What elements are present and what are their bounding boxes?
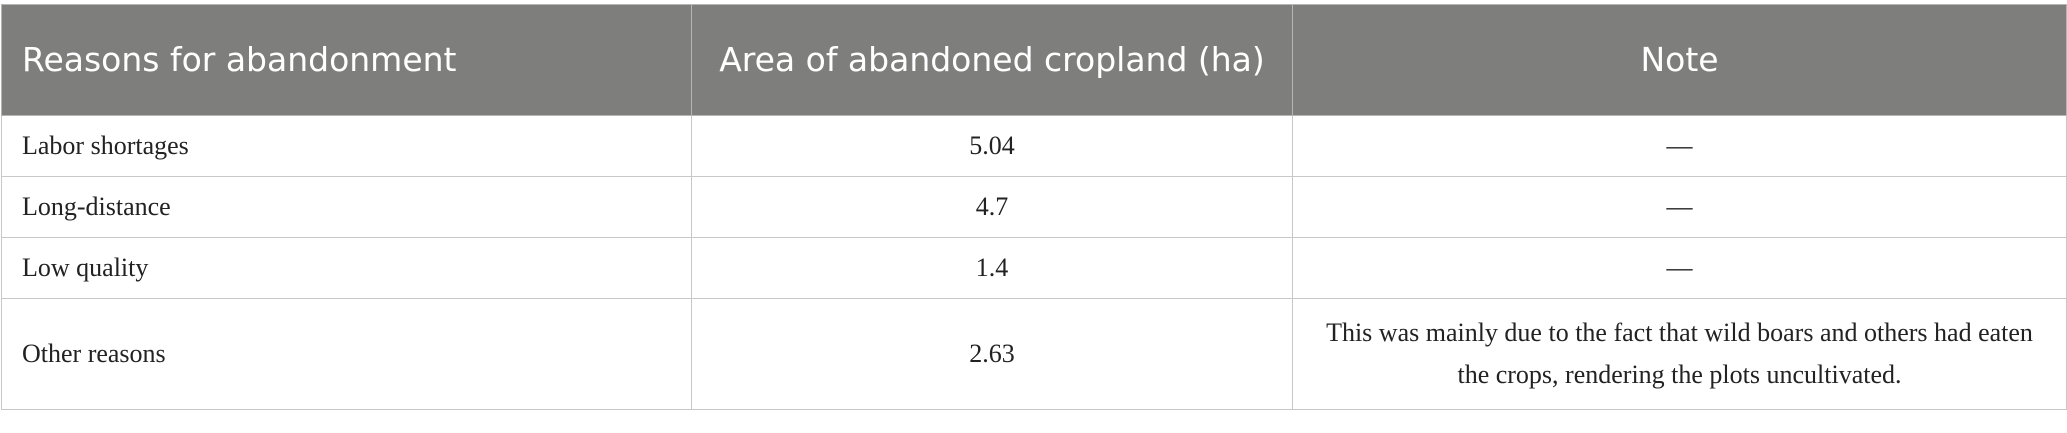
table-cell: 4.7 <box>691 176 1293 238</box>
header-cell: Area of abandoned cropland (ha) <box>691 4 1293 116</box>
table-row: Labor shortages 5.04— <box>1 115 2067 177</box>
table-row: Other reasons 2.63 This was mainly due to … <box>1 298 2067 410</box>
header-row: Reasons for abandonment Area of abandoned… <box>1 4 2067 116</box>
table-cell: Labor shortages <box>1 115 692 177</box>
data-table: Reasons for abandonment Area of abandoned… <box>1 4 2067 410</box>
table-cell: Long-distance <box>1 176 692 238</box>
table-cell: Low quality <box>1 237 692 299</box>
table-cell: This was mainly due to the fact that wil… <box>1292 298 2067 410</box>
page: {"table": { "header": ["Reasons for aban… <box>0 4 2067 433</box>
table-cell: — <box>1292 237 2067 299</box>
table-body: Labor shortages 5.04— Long-distance 4.7— Low… <box>1 115 2067 410</box>
table-row: Low quality 1.4— <box>1 237 2067 299</box>
table-cell: — <box>1292 176 2067 238</box>
table-row: Long-distance 4.7— <box>1 176 2067 238</box>
header-cell: Note <box>1292 4 2067 116</box>
table-cell: 5.04 <box>691 115 1293 177</box>
header-cell: Reasons for abandonment <box>1 4 692 116</box>
table-cell: — <box>1292 115 2067 177</box>
table-cell: 2.63 <box>691 298 1293 410</box>
table-cell: 1.4 <box>691 237 1293 299</box>
table-cell: Other reasons <box>1 298 692 410</box>
